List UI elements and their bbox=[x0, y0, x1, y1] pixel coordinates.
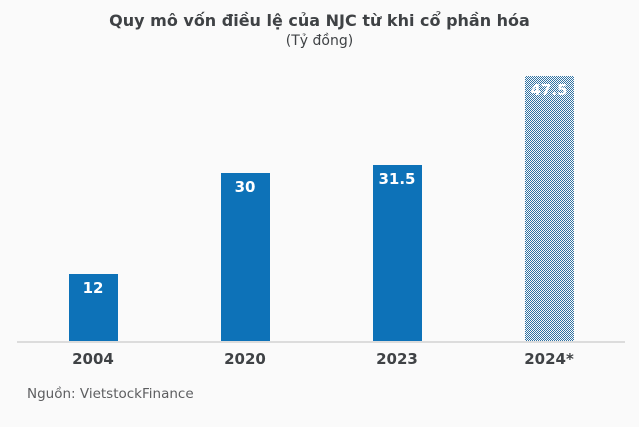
bar-slot: 30 bbox=[169, 75, 321, 341]
bar-slot: 47.5 bbox=[473, 75, 625, 341]
bar-value-label: 31.5 bbox=[378, 170, 416, 188]
bar-slot: 31.5 bbox=[321, 75, 473, 341]
x-axis-label: 2004 bbox=[72, 350, 114, 368]
plot-area: 12 30 31.5 47.5 bbox=[17, 75, 625, 343]
x-axis-labels: 2004 2020 2023 2024* bbox=[17, 343, 625, 369]
bar-2024*: 47.5 bbox=[524, 76, 574, 341]
bar-2023: 31.5 bbox=[372, 165, 422, 341]
bar-2004: 12 bbox=[68, 274, 118, 341]
chart-title: Quy mô vốn điều lệ của NJC từ khi cổ phầ… bbox=[109, 11, 530, 30]
source-credit: Nguồn: VietstockFinance bbox=[27, 386, 194, 402]
bar-2020: 30 bbox=[220, 173, 270, 341]
bar-slot: 12 bbox=[17, 75, 169, 341]
x-axis-label: 2024* bbox=[524, 350, 574, 368]
bar-value-label: 30 bbox=[234, 178, 256, 196]
plot-wrap: 12 30 31.5 47.5 2004 2020 2023 2024* bbox=[17, 75, 625, 369]
x-axis-label: 2023 bbox=[376, 350, 418, 368]
bar-value-label: 47.5 bbox=[530, 81, 568, 99]
x-axis-label: 2020 bbox=[224, 350, 266, 368]
bar-value-label: 12 bbox=[82, 279, 104, 297]
chart-subtitle: (Tỷ đồng) bbox=[285, 33, 354, 49]
